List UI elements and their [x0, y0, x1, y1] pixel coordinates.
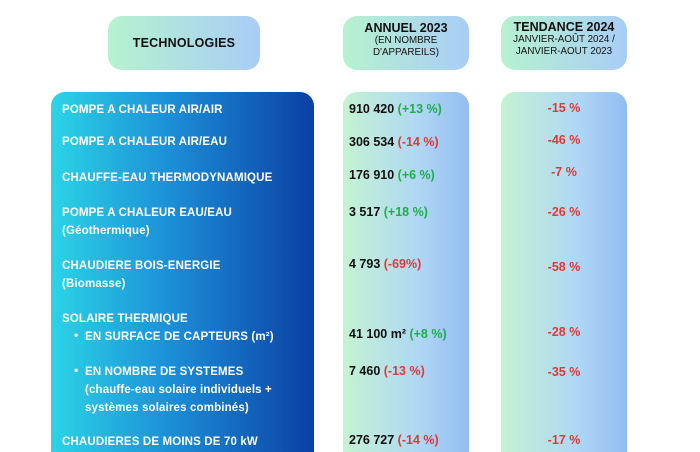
bullet-icon: •	[74, 363, 79, 377]
row-value: 910 420 (+13 %)	[349, 102, 442, 116]
tendance-column	[501, 92, 627, 452]
row-name: CHAUDIERES DE MOINS DE 70 kW	[62, 436, 258, 448]
row-trend: -17 %	[547, 433, 581, 447]
header-annuel-sub1: (EN NOMBRE	[374, 35, 438, 46]
header-tendance-sub1: JANVIER-AOÛT 2024 /	[513, 34, 615, 45]
row-name: CHAUDIERE BOIS-ENERGIE	[62, 260, 221, 272]
row-name: EN SURFACE DE CAPTEURS (m²)	[85, 331, 274, 343]
annuel-column	[343, 92, 469, 452]
row-value: 3 517 (+18 %)	[349, 205, 428, 219]
row-name-sub: (Biomasse)	[62, 278, 126, 290]
row-name-sub: (chauffe-eau solaire individuels +	[85, 384, 272, 396]
row-trend: -26 %	[547, 205, 581, 219]
row-trend: -46 %	[547, 133, 581, 147]
row-change: (-69%)	[383, 257, 422, 271]
row-change: (+13 %)	[397, 102, 442, 116]
row-name: CHAUFFE-EAU THERMODYNAMIQUE	[62, 172, 273, 184]
row-value: 7 460 (-13 %)	[349, 364, 425, 378]
row-name: EN NOMBRE DE SYSTEMES	[85, 366, 244, 378]
row-name-sub2: systèmes solaires combinés)	[85, 402, 249, 414]
row-change: (+8 %)	[409, 327, 447, 341]
row-trend: -58 %	[547, 260, 581, 274]
row-change: (-14 %)	[397, 433, 439, 447]
row-change: (-13 %)	[383, 364, 425, 378]
header-technologies: TECHNOLOGIES	[108, 16, 260, 70]
row-trend: -28 %	[547, 325, 581, 339]
row-change: (+6 %)	[397, 168, 435, 182]
row-change: (-14 %)	[397, 135, 439, 149]
row-value: 176 910 (+6 %)	[349, 168, 435, 182]
row-change: (+18 %)	[383, 205, 428, 219]
row-trend: -15 %	[547, 101, 581, 115]
row-name: SOLAIRE THERMIQUE	[62, 313, 188, 325]
header-technologies-label: TECHNOLOGIES	[132, 36, 236, 50]
row-value: 41 100 m² (+8 %)	[349, 327, 447, 341]
row-name: POMPE A CHALEUR AIR/AIR	[62, 104, 223, 116]
row-value: 276 727 (-14 %)	[349, 433, 439, 447]
row-value: 4 793 (-69%)	[349, 257, 422, 271]
header-annuel-sub2: D'APPAREILS)	[373, 47, 439, 58]
row-name: POMPE A CHALEUR AIR/EAU	[62, 136, 228, 148]
row-name-sub: (Géothermique)	[62, 225, 150, 237]
row-trend: -35 %	[547, 365, 581, 379]
bullet-icon: •	[74, 328, 79, 342]
row-value: 306 534 (-14 %)	[349, 135, 439, 149]
header-tendance-sub2: JANVIER-AOUT 2023	[515, 46, 613, 57]
row-name: POMPE A CHALEUR EAU/EAU	[62, 207, 232, 219]
header-tendance-2024: TENDANCE 2024 JANVIER-AOÛT 2024 / JANVIE…	[501, 16, 627, 70]
header-annuel-title: ANNUEL 2023	[364, 21, 448, 35]
header-tendance-title: TENDANCE 2024	[513, 20, 615, 34]
row-trend: -7 %	[551, 165, 577, 179]
technologies-column	[51, 92, 314, 452]
header-annuel-2023: ANNUEL 2023 (EN NOMBRE D'APPAREILS)	[343, 16, 469, 70]
